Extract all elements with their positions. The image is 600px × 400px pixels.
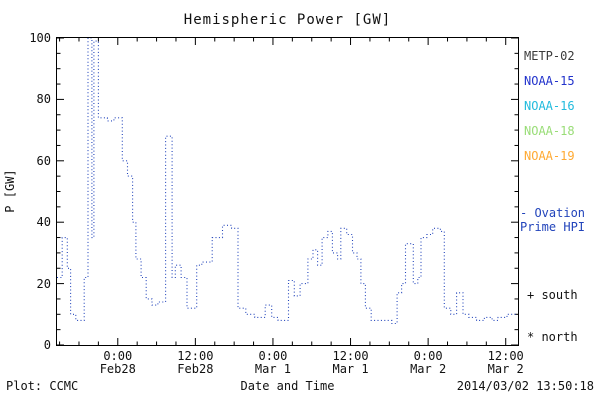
legend-south-marker: + south xyxy=(527,288,578,302)
chart-title: Hemispheric Power [GW] xyxy=(183,12,392,28)
y-tick-label: 0 xyxy=(43,338,51,352)
x-tick-label: 0:00 Feb28 xyxy=(99,349,136,376)
y-tick-label: 100 xyxy=(29,31,51,45)
tick-marks xyxy=(57,38,518,345)
plot-area xyxy=(56,37,519,346)
plot-source-label: Plot: CCMC xyxy=(6,379,79,393)
legend-item-metp02: METP-02 xyxy=(524,49,575,63)
x-axis-title: Date and Time xyxy=(240,379,335,393)
satellite-legend: METP-02 NOAA-15 NOAA-16 NOAA-18 NOAA-19 xyxy=(524,44,575,169)
x-tick-label: 12:00 Mar 2 xyxy=(487,349,524,376)
legend-north-marker: * north xyxy=(527,330,578,344)
legend-item-noaa19: NOAA-19 xyxy=(524,149,575,163)
legend-item-noaa16: NOAA-16 xyxy=(524,99,575,113)
plot-timestamp: 2014/03/02 13:50:18 xyxy=(456,379,594,393)
legend-item-noaa18: NOAA-18 xyxy=(524,124,575,138)
legend-ovation-prime-hpi: - Ovation Prime HPI xyxy=(520,206,585,234)
x-tick-label: 12:00 Mar 1 xyxy=(332,349,369,376)
x-tick-label: 0:00 Mar 2 xyxy=(410,349,447,376)
x-tick-label: 12:00 Feb28 xyxy=(177,349,214,376)
chart-canvas xyxy=(57,38,518,345)
legend-item-noaa15: NOAA-15 xyxy=(524,74,575,88)
legend-ovation-line2: Prime HPI xyxy=(520,220,586,234)
y-tick-label: 80 xyxy=(36,92,51,107)
legend-ovation-line1: - Ovation xyxy=(520,206,586,220)
y-tick-label: 20 xyxy=(36,276,51,291)
x-tick-label: 0:00 Mar 1 xyxy=(254,349,291,376)
y-axis-title: P [GW] xyxy=(3,169,17,213)
y-tick-label: 60 xyxy=(36,153,51,168)
hpi-line xyxy=(57,38,518,325)
y-tick-label: 40 xyxy=(36,215,51,230)
